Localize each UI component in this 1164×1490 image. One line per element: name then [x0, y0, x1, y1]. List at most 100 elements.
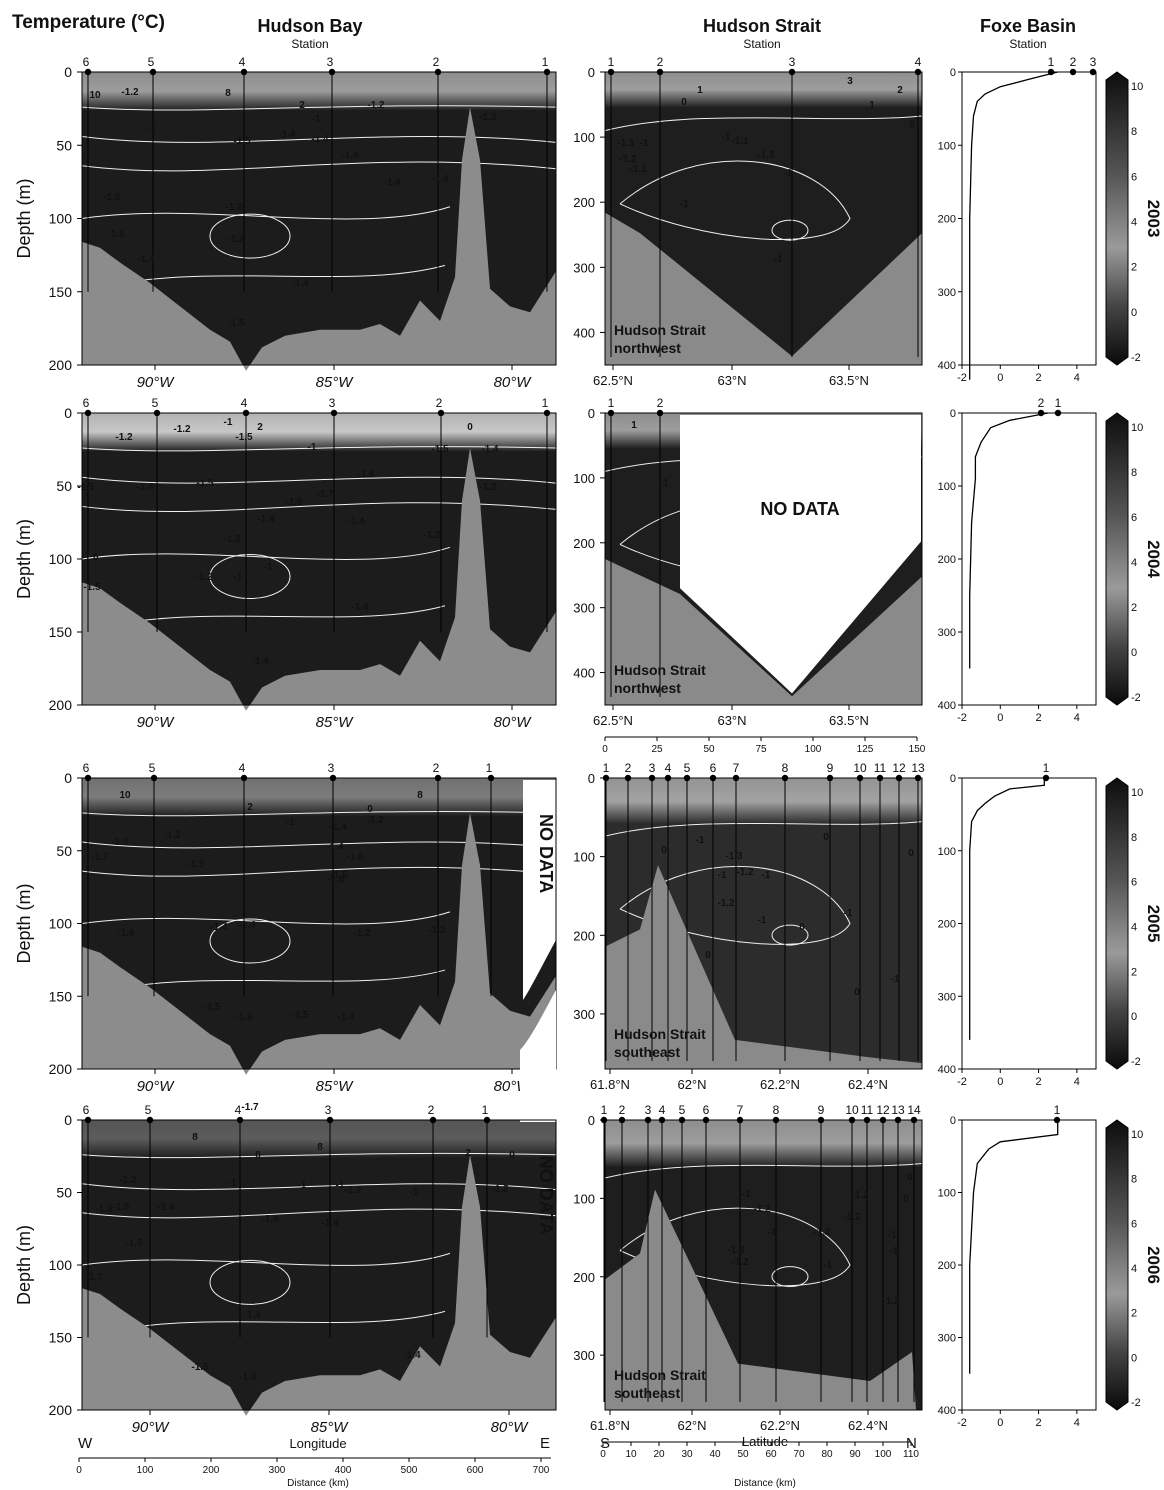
colorbar-tick-label: -2 [1131, 692, 1141, 704]
hudson-bay-contour-label: -1.5 [187, 859, 205, 870]
hudson-bay-contour-label: -1.4 [210, 922, 228, 933]
hudson-strait-warm-surface-layer [605, 778, 922, 825]
hudson-strait-panel-label: Hudson Strait [614, 322, 706, 338]
figure-title: Temperature (°C) [12, 12, 165, 33]
hudson-bay-contour-label: -1.5 [83, 582, 101, 593]
hudson-strait-contour-label: 0 [903, 1194, 909, 1205]
hudson-bay-contour-label: 2 [465, 1148, 471, 1159]
hudson-bay-contour-label: -1.2 [353, 928, 371, 939]
hudson-bay-contour-label: -1.2 [225, 202, 243, 213]
colorbar-tick-label: 6 [1131, 1218, 1137, 1230]
hudson-bay-contour-label: -1.6 [235, 1012, 253, 1023]
hudson-strait-panel-label: northwest [614, 340, 681, 356]
hudson-bay-contour-label: 10 [89, 90, 101, 101]
foxe-basin-station-marker [1042, 774, 1050, 782]
hudson-strait-station-number: 6 [710, 761, 717, 775]
foxe-basin-x-tick-label: -2 [957, 372, 967, 384]
hudson-bay-contour-label: -1.5 [191, 1362, 209, 1373]
hudson-bay-contour-label: -1.4 [341, 150, 359, 161]
hudson-bay-station-number: 5 [152, 396, 159, 410]
hudson-bay-longitude-tick-label: 85°W [316, 374, 355, 391]
hudson-strait-station-number: 1 [603, 761, 610, 775]
hudson-bay-contour-label: -1.4 [351, 602, 369, 613]
hudson-bay-contour-label: -1.2 [173, 424, 191, 435]
hudson-strait-latitude-tick-label: 63.5°N [829, 713, 869, 728]
foxe-basin-station-marker [1037, 409, 1045, 417]
hudson-strait-warm-surface-layer [605, 1120, 922, 1167]
foxe-basin-x-tick-label: 2 [1036, 712, 1042, 724]
hudson-strait-contour-label: 1 [869, 100, 875, 111]
hudson-bay-contour-label: -1 [410, 1187, 419, 1198]
foxe-basin-station-number: 1 [1048, 55, 1055, 69]
hudson-bay-contour-label: -1.2 [119, 1175, 137, 1186]
foxe-basin-y-tick-label: 300 [938, 627, 956, 639]
hudson-bay-station-number: 6 [83, 396, 90, 410]
hudson-bay-contour-label: -1.6 [285, 497, 303, 508]
hudson-strait-latitude-tick-label: 61.8°N [590, 1418, 630, 1433]
hudson-strait-latitude-tick-label: 61.8°N [590, 1077, 630, 1092]
colorbar-tick-label: 2 [1131, 966, 1137, 978]
hudson-bay-isotherm-0 [81, 446, 557, 452]
foxe-basin-x-tick-label: 0 [997, 712, 1003, 724]
hudson-bay-contour-label: 0 [367, 804, 373, 815]
hudson-bay-distance-tick-label: 0 [76, 1465, 82, 1476]
hudson-strait-station-number: 6 [703, 1103, 710, 1117]
foxe-basin-frame [961, 777, 1097, 1070]
hudson-bay-contour-label: -1.4 [291, 278, 309, 289]
hudson-bay-station-number: 1 [486, 761, 493, 775]
colorbar-tick-label: 6 [1131, 512, 1137, 524]
hudson-strait-latitude-tick-label: 62°N [677, 1418, 706, 1433]
hudson-bay-contour-label: -1.7 [241, 1102, 259, 1113]
hudson-strait-isotherm [604, 821, 923, 837]
hudson-bay-seafloor [82, 1154, 556, 1416]
hudson-bay-contour-label: -1.2 [479, 112, 497, 123]
hudson-strait-contour-label: -1 [722, 132, 731, 143]
foxe-basin-y-tick-label: 200 [938, 554, 956, 566]
hudson-bay-contour-label: -1.6 [239, 1372, 257, 1383]
hudson-strait-contour-label: -1.2 [736, 867, 754, 878]
hudson-strait-station-number: 12 [892, 761, 906, 775]
foxe-basin-y-tick-label: 0 [950, 67, 956, 79]
hudson-bay-station-number: 5 [148, 55, 155, 69]
hudson-strait-latitude-tick-label: 62.4°N [848, 1077, 888, 1092]
hudson-strait-distance-label: Distance (km) [734, 1478, 796, 1489]
hudson-strait-station-number: 3 [649, 761, 656, 775]
hudson-strait-panel-2006: 1 2 3 4 5 6 7 8 9 10 11 12 13 14-1-1.2-1.3-1.2-1 -1.2-… [573, 1103, 923, 1460]
hudson-strait-contour-label: -1.2 [717, 898, 735, 909]
hudson-bay-station-number: 1 [542, 55, 549, 69]
foxe-basin-station-marker [1089, 68, 1097, 76]
hudson-bay-station-number: 2 [436, 396, 443, 410]
hudson-bay-y-tick-label: 150 [49, 284, 73, 300]
hudson-bay-no-data-region [520, 990, 556, 1122]
foxe-basin-x-tick-label: 0 [997, 1417, 1003, 1429]
hudson-strait-isotherm-core [771, 219, 809, 241]
hudson-strait-latitude-tick-label: 62.2°N [760, 1418, 800, 1433]
hudson-bay-contour-label: -1 [308, 442, 317, 453]
hudson-strait-latitude-tick-label: 62.5°N [593, 373, 633, 388]
hudson-bay-isotherm-1 [81, 841, 557, 849]
colorbar-tick-label: 10 [1131, 1129, 1143, 1141]
hudson-bay-station-number: 3 [329, 396, 336, 410]
hudson-bay-station-number: 6 [83, 55, 90, 69]
hudson-bay-longitude-tick-label: 90°W [137, 714, 176, 731]
hudson-bay-warm-surface-layer [82, 72, 556, 111]
foxe-basin-frame [961, 1119, 1097, 1411]
hudson-bay-contour-label: -1.2 [423, 530, 441, 541]
hudson-strait-contour-label: -1.1 [617, 138, 635, 149]
hudson-strait-distance-tick-label: 40 [709, 1449, 721, 1460]
hudson-strait-contour-label: -1 [742, 1189, 751, 1200]
foxe-basin-station-marker [1069, 68, 1077, 76]
foxe-basin-x-tick-label: 4 [1074, 1076, 1080, 1088]
hudson-bay-station-number: 5 [149, 761, 156, 775]
hudson-strait-contour-label: -1.1 [629, 164, 647, 175]
hudson-bay-y-tick-label: 200 [49, 1061, 73, 1077]
colorbar-tick-label: 10 [1131, 81, 1143, 93]
hudson-strait-distance-tick-label: 100 [875, 1449, 892, 1460]
hudson-bay-contour-label: -1.2 [223, 534, 241, 545]
hudson-strait-y-tick-label: 400 [573, 325, 595, 340]
hudson-strait-frame [604, 777, 923, 1070]
hudson-bay-y-tick-label: 100 [49, 1257, 73, 1273]
hudson-bay-station-number: 6 [83, 1103, 90, 1117]
hudson-bay-y-tick-label: 0 [64, 1112, 72, 1128]
